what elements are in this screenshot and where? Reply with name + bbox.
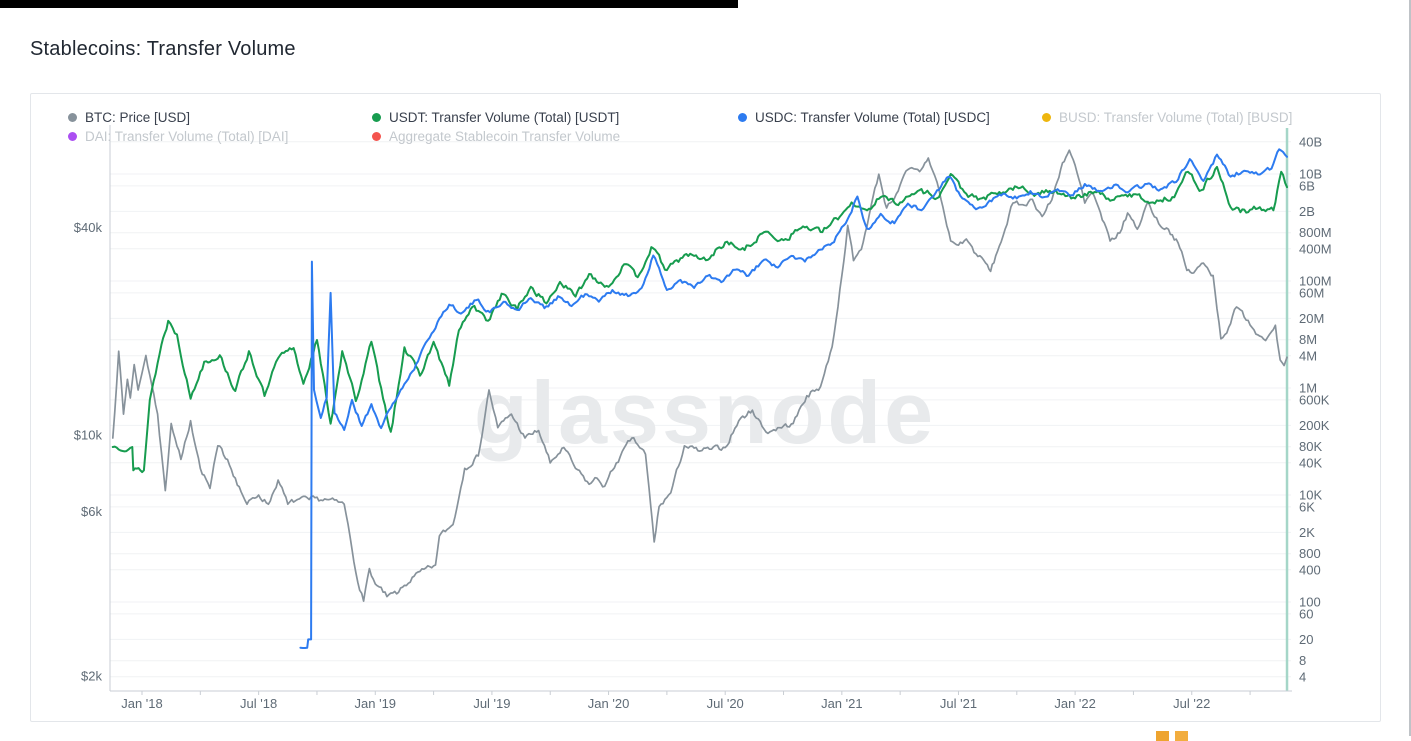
- legend-item-label: Aggregate Stablecoin Transfer Volume: [389, 129, 621, 144]
- legend-item-usdt[interactable]: USDT: Transfer Volume (Total) [USDT]: [372, 110, 619, 125]
- legend-item-label: DAI: Transfer Volume (Total) [DAI]: [85, 129, 289, 144]
- legend-item-busd[interactable]: BUSD: Transfer Volume (Total) [BUSD]: [1042, 110, 1292, 125]
- legend-item-label: USDT: Transfer Volume (Total) [USDT]: [389, 110, 620, 125]
- legend-item-label: BTC: Price [USD]: [85, 110, 191, 125]
- glassnode-logo-fragment: [1175, 731, 1188, 741]
- legend-item-btc[interactable]: BTC: Price [USD]: [68, 110, 190, 125]
- legend-item-dai[interactable]: DAI: Transfer Volume (Total) [DAI]: [68, 129, 288, 144]
- legend-item-label: BUSD: Transfer Volume (Total) [BUSD]: [1059, 110, 1293, 125]
- glassnode-logo-fragment: [1156, 731, 1169, 741]
- legend-dot-icon: [1042, 113, 1051, 122]
- window-border: [1409, 0, 1411, 736]
- top-black-bar: [0, 0, 738, 8]
- legend-dot-icon: [738, 113, 747, 122]
- legend-item-usdc[interactable]: USDC: Transfer Volume (Total) [USDC]: [738, 110, 990, 125]
- legend-dot-icon: [372, 132, 381, 141]
- legend-item-aggregate-stablecoin-transfer-volume[interactable]: Aggregate Stablecoin Transfer Volume: [372, 129, 620, 144]
- legend-dot-icon: [68, 132, 77, 141]
- chart-legend: BTC: Price [USD] USDT: Transfer Volume (T…: [30, 93, 1379, 153]
- legend-dot-icon: [68, 113, 77, 122]
- legend-dot-icon: [372, 113, 381, 122]
- legend-item-label: USDC: Transfer Volume (Total) [USDC]: [755, 110, 990, 125]
- page-title: Stablecoins: Transfer Volume: [30, 38, 296, 60]
- chart-card: [30, 93, 1381, 722]
